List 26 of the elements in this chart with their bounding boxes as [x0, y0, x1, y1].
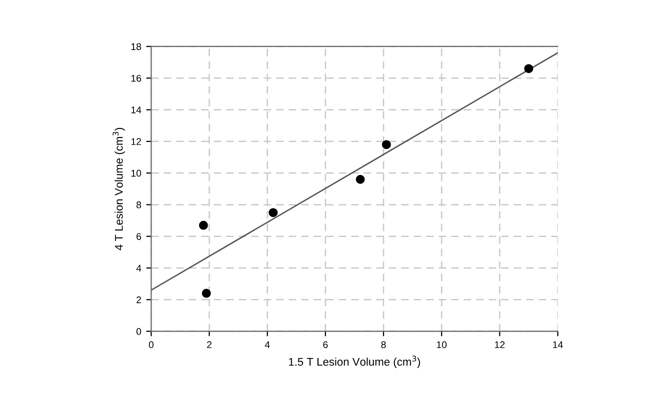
- point: [356, 174, 365, 184]
- y-axis-title: 4 T Lesion Volume (cm$^{3}$): [112, 128, 125, 250]
- point: [524, 64, 534, 74]
- x-tick-label: 8: [381, 341, 386, 348]
- y-tick-label: 12: [131, 138, 141, 145]
- y-tick-label: 8: [136, 201, 142, 208]
- point: [268, 208, 278, 218]
- x-tick-label: 0: [148, 341, 154, 348]
- y-tick-label: 18: [131, 43, 142, 50]
- y-tick-label: 6: [136, 233, 142, 240]
- y-tick-label: 4: [136, 264, 142, 272]
- y-tick-label: 2: [136, 296, 141, 304]
- x-tick-label: 14: [553, 341, 563, 348]
- point: [202, 288, 211, 298]
- x-tick-label: 10: [436, 341, 447, 348]
- x-axis-title: 1.5 T Lesion Volume (cm$^{3}$): [288, 356, 420, 368]
- x-tick-label: 12: [495, 341, 505, 348]
- x-tick-label: 4: [264, 341, 270, 348]
- x-tick-label: 6: [323, 341, 328, 348]
- y-tick-label: 14: [131, 106, 142, 114]
- x-tick-label: 2: [207, 341, 212, 348]
- point: [382, 140, 391, 150]
- y-tick-label: 0: [136, 328, 142, 335]
- point: [198, 220, 208, 230]
- y-tick-label: 10: [131, 170, 142, 177]
- y-tick-label: 16: [131, 74, 142, 82]
